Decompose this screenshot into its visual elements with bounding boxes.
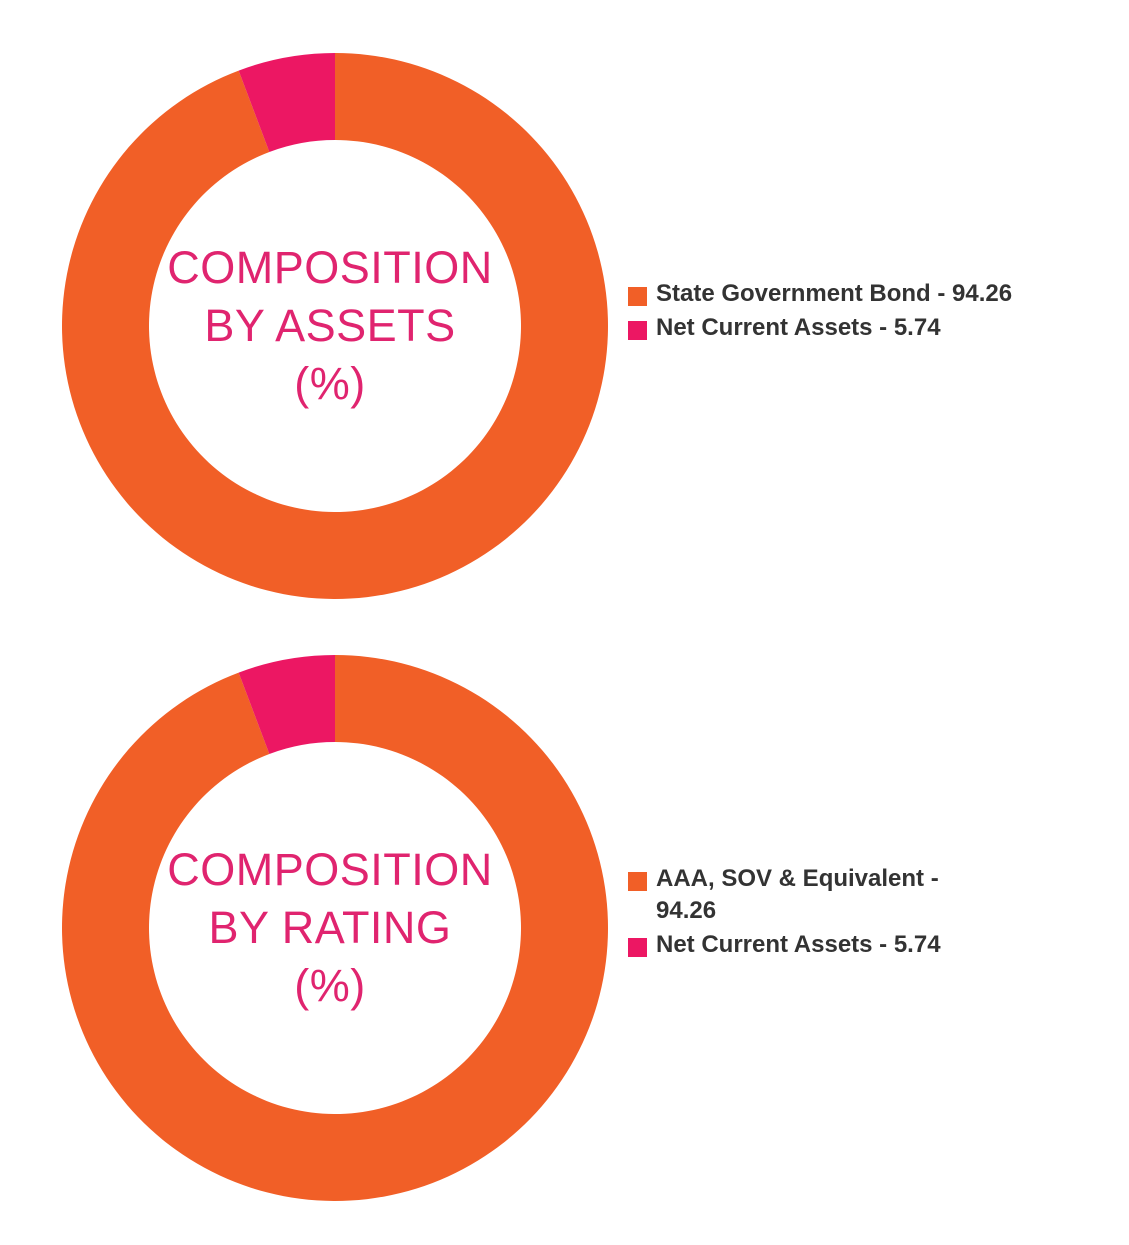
- legend-item-net-current-assets: Net Current Assets - 5.74: [628, 312, 1028, 344]
- rating-title-line-1: COMPOSITION: [167, 844, 493, 895]
- rating-title-line-2: BY RATING: [208, 902, 452, 953]
- donut-slice-net-current-assets: [238, 53, 335, 152]
- donut-slice-state-government-bond: [61, 53, 608, 599]
- legend-item-state-government-bond: State Government Bond - 94.26: [628, 278, 1028, 310]
- rating-title-line-3: (%): [294, 960, 366, 1011]
- donut-slice-net-current-assets: [238, 655, 335, 754]
- legend-label: AAA, SOV & Equivalent - 94.26: [656, 865, 939, 924]
- legend-label: Net Current Assets - 5.74: [656, 931, 941, 958]
- legend-item-net-current-assets: Net Current Assets - 5.74: [628, 929, 986, 961]
- legend-label: State Government Bond - 94.26: [656, 280, 1013, 307]
- legend-item-aaa-sov-equivalent: AAA, SOV & Equivalent - 94.26: [628, 863, 986, 927]
- assets-chart-title: COMPOSITION BY ASSETS (%): [145, 46, 515, 606]
- assets-title-line-2: BY ASSETS: [204, 300, 456, 351]
- rating-legend: AAA, SOV & Equivalent - 94.26 Net Curren…: [628, 863, 1028, 963]
- rating-donut: [61, 655, 608, 1201]
- donut-slice-aaa-sov-equivalent: [61, 655, 608, 1201]
- assets-title-line-1: COMPOSITION: [167, 242, 493, 293]
- assets-title-line-3: (%): [294, 358, 366, 409]
- composition-by-assets-chart: COMPOSITION BY ASSETS (%) State Governme…: [0, 46, 1129, 606]
- legend-swatch-orange: [628, 287, 647, 306]
- legend-swatch-pink: [628, 321, 647, 340]
- legend-label: Net Current Assets - 5.74: [656, 314, 941, 341]
- legend-swatch-pink: [628, 938, 647, 957]
- composition-by-rating-chart: COMPOSITION BY RATING (%) AAA, SOV & Equ…: [0, 648, 1129, 1208]
- assets-legend: State Government Bond - 94.26 Net Curren…: [628, 278, 1028, 346]
- legend-swatch-orange: [628, 872, 647, 891]
- assets-donut: [61, 53, 608, 599]
- rating-chart-title: COMPOSITION BY RATING (%): [145, 648, 515, 1208]
